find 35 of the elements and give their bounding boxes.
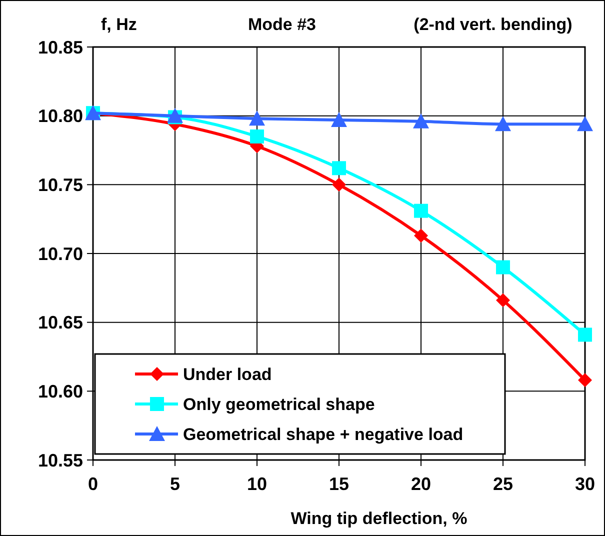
point — [577, 116, 593, 132]
x-tick-label: 25 — [492, 474, 514, 494]
x-tick-label: 30 — [574, 474, 596, 494]
chart-title: Mode #3 — [248, 15, 316, 34]
y-tick-label: 10.60 — [38, 381, 83, 402]
legend-label: Geometrical shape + negative load — [183, 424, 464, 444]
legend-label: Under load — [183, 364, 272, 384]
chart-subtitle: (2-nd vert. bending) — [414, 15, 572, 34]
point — [495, 116, 511, 132]
y-tick-label: 10.75 — [38, 174, 83, 195]
point — [332, 178, 346, 192]
x-tick-label: 5 — [170, 474, 180, 494]
x-axis-title: Wing tip deflection, % — [290, 509, 468, 528]
point — [496, 260, 510, 274]
y-tick-label: 10.85 — [38, 37, 83, 58]
legend-label: Only geometrical shape — [183, 394, 375, 414]
point — [578, 328, 592, 342]
x-tick-label: 0 — [88, 474, 98, 494]
x-tick-label: 20 — [410, 474, 432, 494]
point — [578, 373, 592, 388]
point — [413, 113, 429, 128]
y-tick-label: 10.65 — [38, 312, 83, 333]
point — [332, 161, 346, 176]
y-tick-label: 10.80 — [38, 106, 83, 126]
y-tick-label: 10.55 — [38, 450, 83, 470]
point — [414, 204, 428, 218]
y-tick-label: 10.70 — [38, 244, 83, 264]
point — [414, 228, 428, 243]
x-tick-label: 10 — [246, 474, 268, 494]
point — [250, 129, 264, 144]
point — [331, 112, 347, 127]
y-axis-title: f, Hz — [101, 15, 137, 34]
x-tick-label: 15 — [328, 474, 350, 494]
point — [249, 110, 265, 126]
point — [496, 293, 510, 308]
